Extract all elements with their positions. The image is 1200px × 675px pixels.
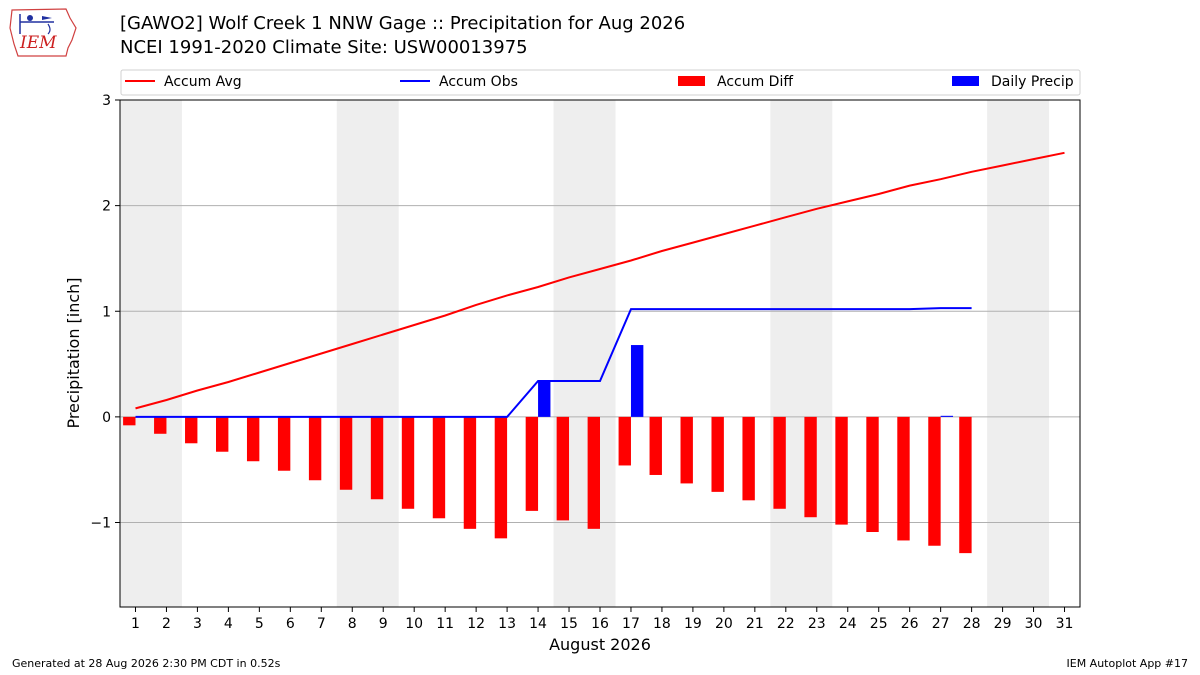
x-tick-label: 27: [932, 616, 950, 632]
accum-avg-line: [135, 151, 1065, 410]
x-tick-label: 28: [963, 616, 981, 632]
weekend-band: [770, 100, 833, 607]
accum-diff-bar: [123, 416, 136, 426]
accum-diff-bar: [897, 416, 910, 541]
accum-diff-bar: [277, 416, 291, 471]
logo-text: IEM: [20, 33, 57, 53]
accum-diff-bar: [370, 416, 384, 500]
y-tick-label: 2: [102, 199, 111, 215]
x-tick-label: 19: [684, 616, 702, 632]
generated-timestamp: Generated at 28 Aug 2026 2:30 PM CDT in …: [12, 657, 281, 670]
chart-title: [GAWO2] Wolf Creek 1 NNW Gage :: Precipi…: [120, 13, 686, 34]
x-tick-label: 20: [715, 616, 733, 632]
accum-obs-line: [135, 307, 972, 418]
legend-swatch-accum-diff: [678, 76, 705, 86]
x-tick-label: 6: [286, 616, 295, 632]
legend-label-accum-avg: Accum Avg: [164, 74, 242, 90]
accum-diff-bar: [649, 416, 662, 475]
weekend-band: [336, 100, 399, 607]
x-tick-label: 18: [653, 616, 671, 632]
iem-logo: IEM: [8, 6, 80, 62]
weekend-band: [987, 100, 1050, 607]
accum-diff-bar: [618, 416, 631, 466]
x-axis-label: August 2026: [549, 635, 651, 654]
x-tick-label: 24: [839, 616, 857, 632]
x-tick-label: 12: [467, 616, 485, 632]
legend-label-accum-obs: Accum Obs: [439, 74, 518, 90]
x-tick-label: 26: [901, 616, 919, 632]
accum-diff-bar: [494, 416, 508, 539]
x-tick-label: 21: [746, 616, 764, 632]
accum-diff-bar: [401, 416, 415, 509]
accum-diff-bar: [928, 416, 941, 546]
x-tick-label: 1: [131, 616, 140, 632]
legend: Accum Avg Accum Obs Accum Diff Daily Precip: [120, 69, 1081, 96]
x-tick-label: 29: [994, 616, 1012, 632]
legend-swatch-daily-precip: [952, 76, 979, 86]
x-tick-label: 10: [405, 616, 423, 632]
x-tick-label: 13: [498, 616, 516, 632]
x-tick-label: 25: [870, 616, 888, 632]
daily-precip-bar: [940, 415, 954, 417]
daily-precip-bar: [630, 345, 644, 417]
y-tick-label: −1: [90, 516, 111, 532]
accum-diff-bar: [463, 416, 477, 529]
y-tick-label: 3: [102, 93, 111, 109]
x-tick-label: 2: [162, 616, 171, 632]
y-tick-label: 0: [102, 410, 111, 426]
x-tick-label: 11: [436, 616, 454, 632]
x-tick-label: 3: [193, 616, 202, 632]
x-tick-label: 31: [1056, 616, 1074, 632]
accum-diff-bar: [185, 416, 198, 444]
accum-diff-bar: [866, 416, 879, 533]
x-tick-label: 30: [1025, 616, 1043, 632]
legend-label-accum-diff: Accum Diff: [717, 74, 793, 90]
accum-diff-bar: [246, 416, 260, 462]
accum-diff-bar: [432, 416, 446, 519]
legend-label-daily-precip: Daily Precip: [991, 74, 1074, 90]
accum-diff-bar: [587, 416, 600, 529]
chart-subtitle: NCEI 1991-2020 Climate Site: USW00013975: [120, 37, 528, 58]
accum-diff-bar: [773, 416, 786, 509]
accum-diff-bar: [711, 416, 724, 492]
accum-diff-bar: [835, 416, 848, 525]
legend-box: [120, 69, 1081, 96]
weekend-band: [120, 100, 182, 607]
x-tick-label: 14: [529, 616, 547, 632]
accum-diff-bar: [680, 416, 693, 484]
x-tick-label: 22: [777, 616, 795, 632]
accum-diff-bar: [154, 416, 167, 434]
x-tick-label: 9: [379, 616, 388, 632]
accum-diff-bar: [525, 416, 539, 511]
x-tick-label: 17: [622, 616, 640, 632]
x-tick-label: 4: [224, 616, 233, 632]
accum-diff-bar: [216, 416, 229, 452]
accum-diff-bar: [308, 416, 322, 481]
daily-precip-bar: [538, 380, 551, 417]
y-tick-label: 1: [102, 304, 111, 320]
accum-diff-bar: [804, 416, 817, 518]
accum-diff-bar: [339, 416, 353, 490]
accum-diff-bar: [959, 416, 972, 554]
x-tick-label: 8: [348, 616, 357, 632]
y-axis-label: Precipitation [inch]: [64, 277, 83, 428]
app-label: IEM Autoplot App #17: [1066, 657, 1189, 670]
bars: [123, 345, 972, 554]
x-tick-label: 15: [560, 616, 578, 632]
accum-diff-bar: [556, 416, 570, 521]
x-tick-label: 23: [808, 616, 826, 632]
weekend-band: [553, 100, 616, 607]
x-tick-label: 5: [255, 616, 264, 632]
series-lines: [135, 151, 1065, 418]
x-tick-label: 7: [317, 616, 326, 632]
accum-diff-bar: [742, 416, 755, 501]
x-tick-label: 16: [591, 616, 609, 632]
